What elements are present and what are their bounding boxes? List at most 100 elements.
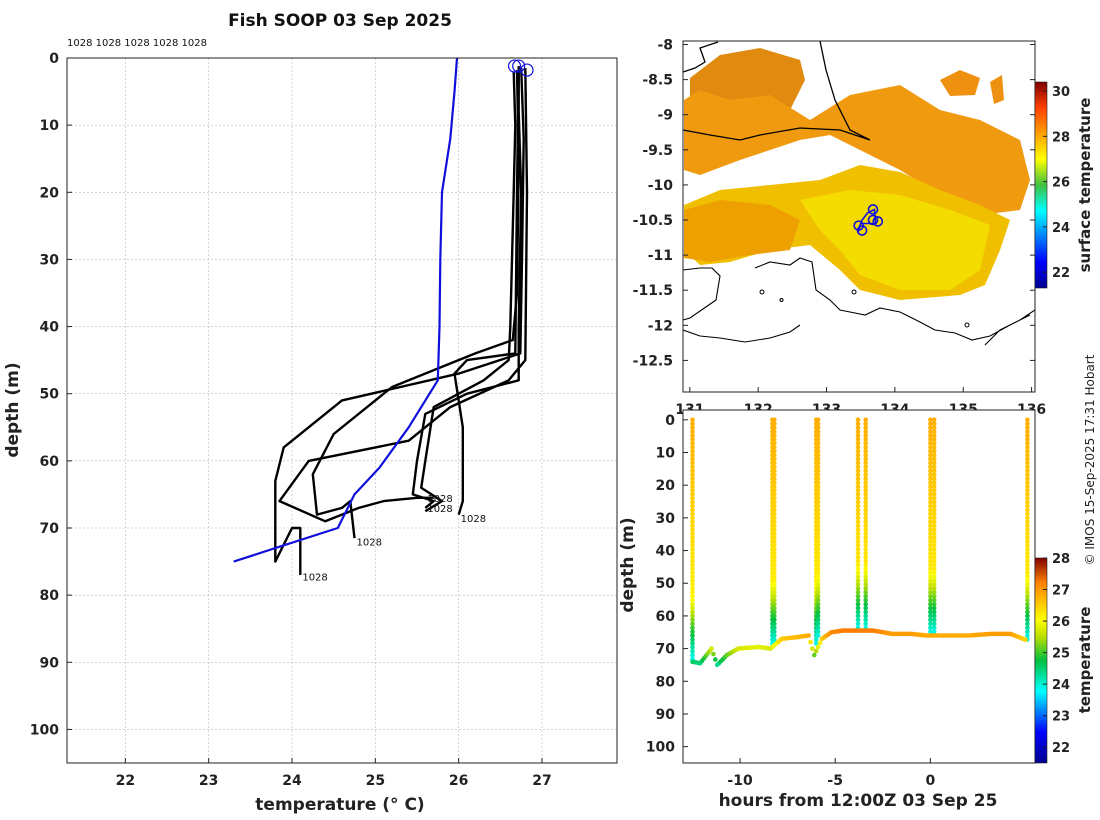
depth-time-point (690, 625, 695, 630)
depth-time-point (690, 484, 695, 489)
depth-time-point (1025, 448, 1030, 454)
profile-x-tick-label: 23 (199, 773, 218, 789)
depth-time-point (863, 535, 868, 540)
depth-time-point (813, 641, 819, 646)
depth-time-point (772, 586, 777, 591)
depth-time-point (863, 570, 868, 576)
profile-x-tick-label: 26 (449, 773, 468, 789)
depth-time-point (1025, 621, 1030, 627)
depth-time-point (863, 472, 868, 478)
sst-colorbar-tick-label: 30 (1052, 85, 1070, 100)
depth-time-point (928, 597, 933, 603)
depth-time-point (1025, 484, 1030, 489)
profile-line (453, 68, 520, 515)
map-y-tick-label: -11 (648, 248, 673, 264)
depth-time-point (690, 468, 695, 474)
depth-time-point (772, 539, 777, 544)
depth-time-point (928, 546, 933, 552)
depth-time-point (863, 452, 868, 458)
depth-time-point (815, 586, 821, 591)
depth-time-point (1025, 554, 1030, 560)
depth-time-point (855, 515, 861, 521)
depth-time-point (928, 586, 933, 591)
depth-time-point (772, 472, 777, 478)
depth-time-point (772, 597, 777, 603)
profile-plot-area (67, 58, 617, 763)
depth-time-x-ticks: -10 -5 0 (727, 758, 935, 789)
profile-end-label: 1028 (461, 514, 486, 525)
depth-time-point (863, 613, 868, 619)
map-y-tick-label: -12 (648, 318, 673, 334)
depth-time-point (931, 456, 937, 462)
depth-time-point (855, 456, 861, 462)
depth-time-point (931, 558, 937, 564)
depth-time-point (855, 503, 861, 509)
depth-time-point (1025, 492, 1030, 497)
profile-x-tick-label: 24 (282, 773, 302, 789)
depth-time-point (928, 535, 933, 540)
depth-time-point (1025, 503, 1030, 509)
depth-time-point (863, 621, 868, 627)
sst-colorbar-tick-label: 28 (1052, 130, 1070, 145)
profile-y-axis-label: depth (m) (3, 362, 23, 457)
depth-time-point (690, 637, 695, 642)
depth-time-point (855, 601, 861, 607)
depth-time-point (690, 433, 695, 438)
depth-time-point (772, 511, 777, 517)
depth-time-point (855, 546, 861, 552)
depth-time-point (855, 609, 861, 615)
profile-end-label: 1028 (302, 572, 327, 583)
profile-line (420, 71, 517, 513)
depth-time-point (772, 468, 777, 474)
depth-time-point (812, 652, 817, 658)
depth-time-point (690, 488, 695, 493)
depth-time-point (772, 613, 777, 619)
depth-time-point (928, 437, 933, 442)
map-y-tick-label: -10.5 (633, 213, 673, 229)
depth-time-point (1023, 637, 1028, 642)
depth-time-point (772, 421, 777, 427)
depth-time-point (772, 464, 777, 470)
depth-time-point (855, 523, 861, 528)
depth-time-point (928, 511, 933, 517)
depth-time-x-tick-label: 0 (925, 773, 935, 789)
depth-time-point (815, 472, 821, 478)
depth-time-point (709, 646, 714, 651)
depth-time-point (863, 578, 868, 583)
chart-title: Fish SOOP 03 Sep 2025 (228, 11, 452, 31)
depth-time-point (1025, 582, 1030, 587)
depth-time-point (928, 590, 933, 595)
depth-time-point (1025, 543, 1030, 548)
depth-time-point (1025, 421, 1030, 427)
depth-time-point (815, 515, 821, 521)
depth-time-point (815, 503, 821, 509)
depth-time-point (928, 445, 933, 450)
profile-end-label: 1028 (427, 504, 452, 515)
depth-time-point (863, 531, 868, 536)
profile-y-tick-label: 30 (40, 252, 60, 268)
depth-time-point (815, 417, 821, 423)
depth-time-point (863, 511, 868, 517)
sst-colorbar-tick-label: 22 (1052, 266, 1070, 281)
depth-time-point (1025, 507, 1030, 513)
depth-time-point (1025, 452, 1030, 458)
depth-time-point (863, 441, 868, 446)
surface-markers (507, 59, 534, 77)
profile-y-tick-label: 90 (40, 655, 60, 671)
depth-time-point (690, 652, 695, 658)
depth-time-point (1025, 613, 1030, 619)
depth-time-point (863, 488, 868, 493)
depth-time-point (1025, 617, 1030, 623)
depth-time-point (931, 617, 937, 623)
depth-time-point (931, 417, 937, 423)
depth-time-point (815, 554, 821, 560)
depth-time-point (772, 609, 777, 615)
depth-time-point (713, 657, 718, 662)
temperature-colorbar-label: temperature (1076, 607, 1094, 714)
depth-time-point (928, 629, 933, 634)
depth-time-point (931, 554, 937, 560)
depth-time-point (690, 511, 695, 517)
sst-colorbar (1034, 81, 1048, 289)
depth-time-point (863, 543, 868, 548)
depth-time-point (1025, 558, 1030, 564)
